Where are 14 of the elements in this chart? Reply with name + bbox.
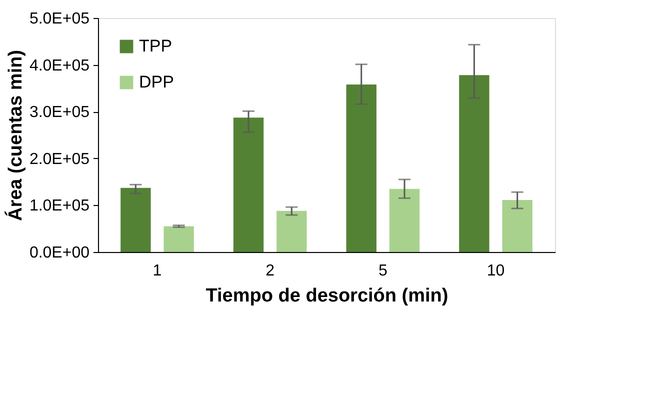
x-axis-title: Tiempo de desorción (min) bbox=[206, 286, 448, 306]
legend-label: DPP bbox=[139, 72, 174, 92]
x-tick-label: 5 bbox=[378, 262, 388, 280]
x-tick-label: 2 bbox=[266, 262, 275, 280]
x-tick-label: 1 bbox=[152, 262, 162, 280]
y-axis-title: Área (cuentas min) bbox=[4, 50, 26, 222]
y-tick-label: 5.0E+05 bbox=[29, 10, 90, 28]
y-tick-label: 1.0E+05 bbox=[29, 198, 90, 215]
y-tick-label: 3.0E+05 bbox=[29, 104, 90, 122]
y-tick-label: 4.0E+05 bbox=[29, 57, 90, 74]
x-tick-label: 10 bbox=[486, 262, 505, 280]
y-tick-label: 0.0E+00 bbox=[29, 244, 90, 262]
legend-label: TPP bbox=[139, 36, 172, 56]
y-tick-label: 2.0E+05 bbox=[29, 150, 90, 168]
